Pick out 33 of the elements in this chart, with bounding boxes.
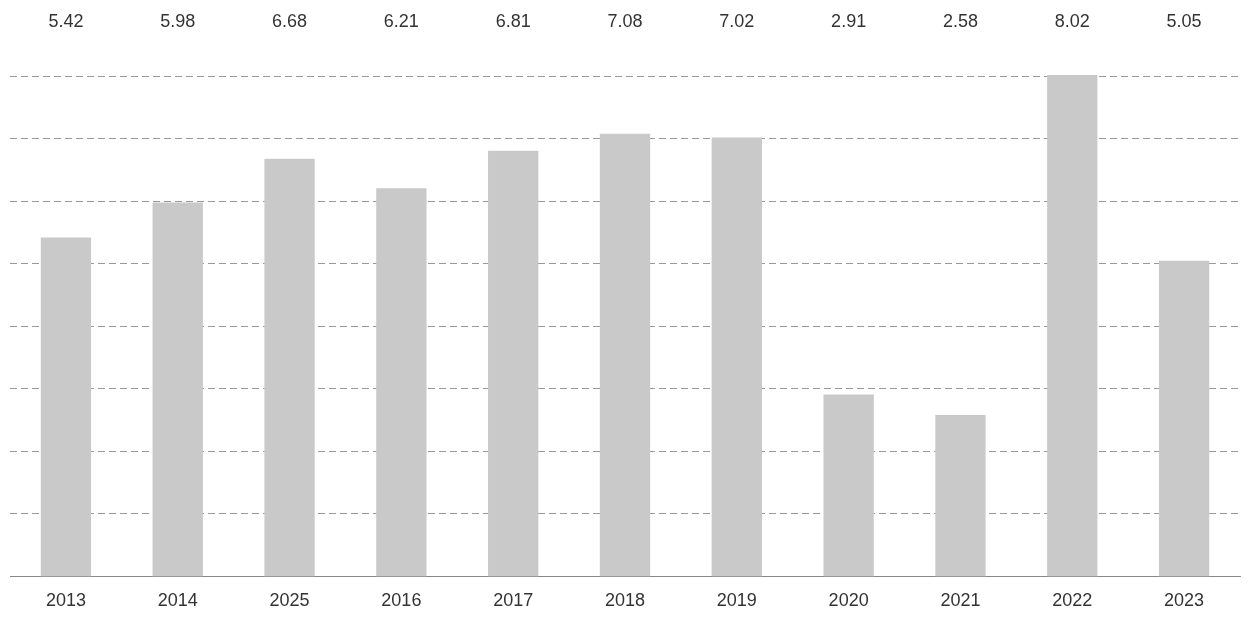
bar	[152, 202, 203, 577]
bar	[40, 237, 92, 577]
data-label: 5.42	[48, 10, 84, 31]
data-label: 6.81	[495, 10, 531, 31]
bar	[1047, 75, 1098, 577]
bar	[935, 415, 986, 577]
x-tick-label: 2013	[45, 590, 86, 611]
x-tick-label: 2014	[157, 590, 198, 611]
x-tick-label: 2023	[1164, 590, 1205, 611]
data-label: 5.05	[1166, 10, 1202, 31]
x-tick-label: 2025	[269, 590, 310, 611]
x-tick-label: 2017	[493, 590, 534, 611]
data-label: 7.02	[719, 10, 755, 31]
data-label: 6.21	[383, 10, 419, 31]
bar	[599, 133, 651, 577]
bar	[823, 394, 874, 577]
bar	[711, 137, 762, 577]
bar	[488, 150, 539, 577]
x-tick-label: 2018	[604, 590, 646, 611]
x-tick-label: 2021	[940, 590, 981, 611]
data-label: 6.68	[272, 10, 308, 31]
data-label: 8.02	[1054, 10, 1090, 31]
x-tick-label: 2022	[1052, 590, 1093, 611]
x-tick-label: 2019	[716, 590, 757, 611]
bar	[1158, 260, 1210, 577]
data-label: 5.98	[160, 10, 196, 31]
data-label: 2.91	[831, 10, 867, 31]
x-tick-label: 2020	[828, 590, 869, 611]
bar	[376, 188, 427, 577]
x-tick-label: 2016	[381, 590, 422, 611]
data-label: 7.08	[607, 10, 643, 31]
data-label: 2.58	[942, 10, 978, 31]
bar	[264, 158, 315, 577]
